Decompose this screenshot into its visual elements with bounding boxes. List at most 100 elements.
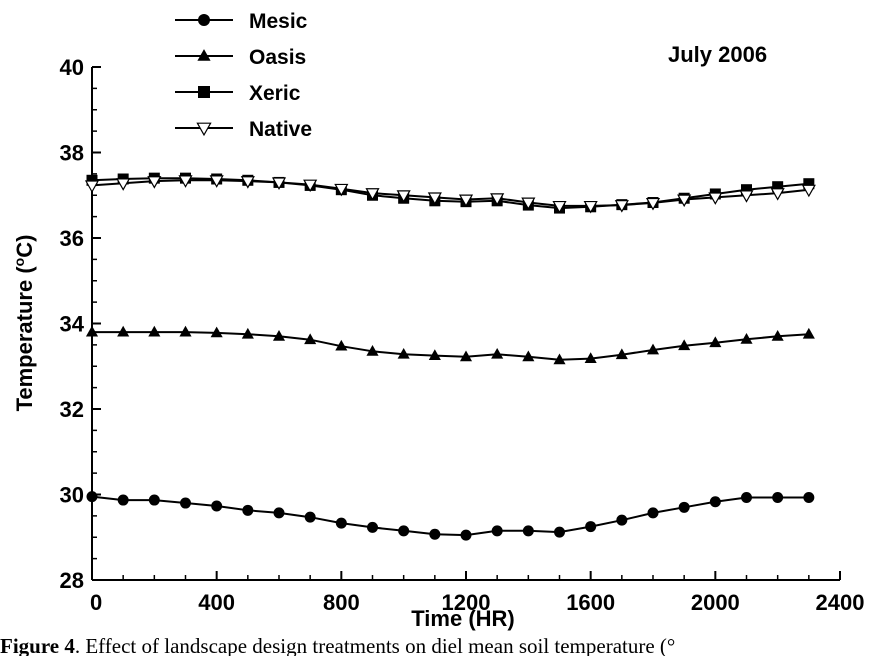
- data-point-mesic: [460, 529, 472, 541]
- data-point-oasis: [740, 332, 753, 344]
- y-tick-label: 28: [60, 568, 84, 593]
- legend-label: Oasis: [249, 46, 306, 69]
- caption-label: Figure 4: [0, 634, 75, 656]
- series-xeric: [86, 172, 815, 214]
- data-point-mesic: [585, 521, 597, 533]
- legend-marker-xeric: [198, 86, 210, 98]
- y-axis-title: Temperature (oC): [11, 235, 37, 412]
- legend-marker-mesic: [198, 14, 210, 26]
- data-point-mesic: [647, 507, 659, 519]
- data-point-oasis: [148, 325, 161, 337]
- data-point-mesic: [616, 514, 628, 526]
- data-point-native: [708, 192, 723, 205]
- data-point-native: [552, 200, 567, 214]
- data-point-native: [770, 188, 785, 201]
- data-point-native: [178, 175, 193, 188]
- legend-label: Mesic: [249, 10, 308, 33]
- data-point-oasis: [428, 349, 441, 360]
- x-tick-label: 1200: [442, 590, 491, 615]
- data-point-native: [614, 200, 629, 213]
- data-point-oasis: [553, 353, 566, 365]
- data-point-xeric: [741, 184, 752, 196]
- data-point-mesic: [367, 521, 378, 533]
- y-tick-label: 36: [60, 226, 84, 251]
- legend-item-mesic: Mesic: [175, 10, 308, 33]
- data-point-xeric: [86, 174, 98, 186]
- data-point-mesic: [772, 491, 784, 503]
- data-point-oasis: [584, 352, 597, 363]
- legend-item-xeric: Xeric: [175, 82, 301, 105]
- y-tick-label: 40: [60, 55, 84, 80]
- data-point-oasis: [397, 347, 410, 359]
- chart-annotation: July 2006: [668, 42, 767, 67]
- legend-marker-native: [196, 122, 212, 137]
- y-axis-title-pre: Temperature (: [12, 266, 37, 412]
- data-point-oasis: [85, 325, 99, 337]
- data-point-oasis: [366, 344, 379, 356]
- data-point-native: [490, 193, 505, 206]
- x-tick-label: 400: [198, 590, 235, 615]
- legend-label: Xeric: [249, 82, 301, 105]
- data-point-oasis: [615, 348, 628, 360]
- x-tick-label: 800: [323, 590, 360, 615]
- data-point-oasis: [709, 336, 722, 348]
- data-point-mesic: [803, 491, 815, 503]
- data-point-mesic: [273, 507, 285, 519]
- series-line-oasis: [92, 331, 809, 361]
- data-point-oasis: [646, 343, 660, 355]
- data-point-oasis: [210, 326, 223, 338]
- figure-caption: Figure 4. Effect of landscape design tre…: [0, 634, 890, 656]
- data-point-oasis: [179, 325, 192, 337]
- data-point-mesic: [522, 525, 534, 537]
- data-point-native: [677, 194, 692, 208]
- y-tick-label: 32: [60, 397, 84, 422]
- data-point-native: [365, 188, 380, 201]
- x-tick-label: 2400: [816, 590, 865, 615]
- data-point-mesic: [709, 496, 721, 508]
- data-point-native: [303, 179, 318, 193]
- data-point-native: [147, 176, 162, 189]
- data-point-native: [396, 190, 411, 203]
- data-point-mesic: [398, 525, 410, 537]
- data-point-xeric: [772, 181, 784, 193]
- data-point-native: [84, 180, 100, 193]
- data-point-oasis: [491, 347, 504, 359]
- series-line-native: [91, 179, 809, 207]
- data-point-oasis: [771, 330, 784, 341]
- y-axis-title-superscript: o: [11, 258, 27, 267]
- x-axis-title: Time (HR): [411, 606, 515, 631]
- legend: Mesic Oasis Xeric Native: [175, 10, 312, 141]
- data-point-mesic: [180, 497, 191, 509]
- data-point-oasis: [522, 350, 535, 362]
- data-point-oasis: [335, 339, 348, 351]
- data-point-oasis: [678, 339, 691, 351]
- data-point-mesic: [304, 511, 316, 523]
- data-point-mesic: [148, 494, 160, 506]
- data-point-mesic: [335, 517, 347, 529]
- data-point-native: [427, 192, 442, 205]
- data-point-mesic: [741, 491, 752, 503]
- data-point-native: [458, 194, 474, 208]
- data-point-oasis: [304, 333, 317, 345]
- data-point-native: [645, 197, 661, 211]
- data-point-xeric: [803, 178, 815, 190]
- data-point-mesic: [429, 528, 441, 540]
- data-point-oasis: [117, 325, 130, 337]
- series-line-mesic: [91, 495, 809, 537]
- data-point-mesic: [678, 501, 690, 513]
- data-point-native: [240, 176, 255, 189]
- series-oasis: [85, 325, 815, 365]
- legend-label: Native: [249, 118, 312, 141]
- series-layer: [84, 172, 816, 541]
- data-point-mesic: [491, 525, 503, 537]
- data-point-native: [334, 183, 349, 197]
- data-point-native: [209, 175, 224, 188]
- data-point-native: [271, 177, 287, 190]
- series-mesic: [86, 491, 815, 541]
- x-tick-label: 1600: [566, 590, 615, 615]
- data-point-oasis: [241, 327, 254, 339]
- data-point-oasis: [802, 327, 815, 339]
- data-point-native: [801, 184, 816, 198]
